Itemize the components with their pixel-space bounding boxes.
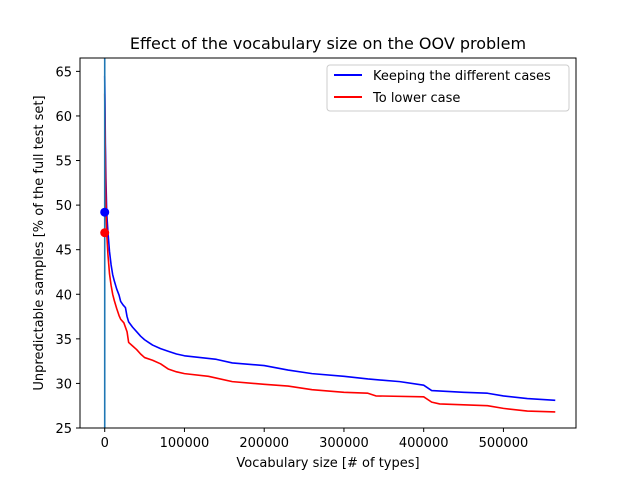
- point-marker-lower-case: [100, 228, 110, 238]
- x-axis: 0 100000 200000 300000 400000 500000: [101, 428, 529, 451]
- legend-label-cases: Keeping the different cases: [373, 69, 551, 84]
- y-axis-label: Unpredictable samples [% of the full tes…: [32, 95, 47, 390]
- plot-marks: [103, 58, 556, 428]
- legend-label-lower: To lower case: [372, 91, 460, 106]
- y-tick-label: 45: [55, 244, 72, 259]
- x-tick-label: 100000: [160, 436, 210, 451]
- chart-title: Effect of the vocabulary size on the OOV…: [130, 34, 526, 53]
- series-line-different-cases: [103, 75, 556, 402]
- y-tick-label: 25: [55, 422, 72, 437]
- y-tick-label: 40: [55, 288, 72, 303]
- y-tick-label: 50: [55, 199, 72, 214]
- legend: Keeping the different cases To lower cas…: [326, 64, 570, 112]
- x-tick-label: 300000: [319, 436, 369, 451]
- x-tick-label: 500000: [479, 436, 529, 451]
- x-tick-label: 200000: [239, 436, 289, 451]
- plot-frame: [79, 57, 577, 429]
- legend-box: [326, 64, 570, 112]
- y-tick-label: 35: [55, 333, 72, 348]
- plot-area: [100, 58, 556, 428]
- x-tick-label: 400000: [399, 436, 449, 451]
- series-line-lower-case: [103, 93, 556, 413]
- y-tick-label: 30: [55, 377, 72, 392]
- y-axis: 25 30 35 40 45 50 55 60 65: [55, 65, 80, 437]
- y-tick-label: 65: [55, 65, 72, 80]
- point-marker-different-cases: [100, 207, 110, 217]
- x-tick-label: 0: [101, 436, 109, 451]
- x-axis-label: Vocabulary size [# of types]: [236, 456, 419, 471]
- y-tick-label: 55: [55, 155, 72, 170]
- y-tick-label: 60: [55, 110, 72, 125]
